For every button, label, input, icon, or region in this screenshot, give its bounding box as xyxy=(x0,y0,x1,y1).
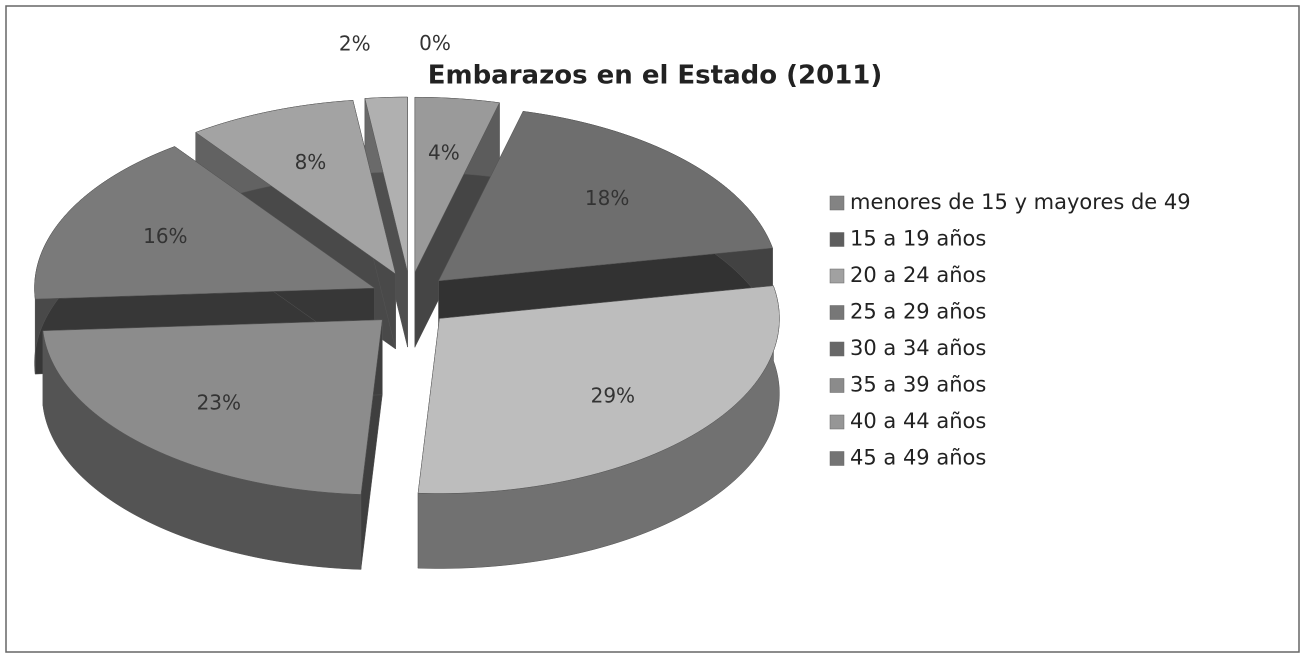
legend-swatch xyxy=(829,414,845,430)
legend-label: 25 a 29 años xyxy=(850,300,986,324)
legend-label: 15 a 19 años xyxy=(850,227,986,251)
data-label: 18% xyxy=(585,186,629,210)
data-label: 16% xyxy=(143,224,187,248)
data-label: 4% xyxy=(428,141,460,165)
slice xyxy=(414,96,500,273)
chart-title: Embarazos en el Estado (2011) xyxy=(428,61,883,91)
slice xyxy=(364,96,408,273)
legend-label: 30 a 34 años xyxy=(850,336,986,360)
legend-swatch xyxy=(829,378,845,393)
data-label: 23% xyxy=(197,390,241,414)
data-label: 2% xyxy=(339,32,371,56)
slice xyxy=(417,285,780,494)
legend-label: 35 a 39 años xyxy=(850,373,986,397)
legend-swatch xyxy=(829,451,845,466)
legend-swatch xyxy=(829,232,845,247)
legend-swatch xyxy=(829,268,845,284)
legend-label: 40 a 44 años xyxy=(850,409,986,433)
slice xyxy=(42,319,383,495)
legend-label: 45 a 49 años xyxy=(850,446,986,470)
data-label: 0% xyxy=(419,31,451,55)
slice xyxy=(34,146,376,300)
slice xyxy=(438,111,773,282)
legend-label: 20 a 24 años xyxy=(850,263,986,287)
legend-label: menores de 15 y mayores de 49 xyxy=(850,190,1191,214)
legend-swatch xyxy=(829,341,845,357)
legend-swatch xyxy=(829,195,845,211)
slice xyxy=(195,100,396,275)
legend-swatch xyxy=(829,305,845,320)
data-label: 29% xyxy=(591,384,635,408)
data-label: 8% xyxy=(295,150,327,174)
